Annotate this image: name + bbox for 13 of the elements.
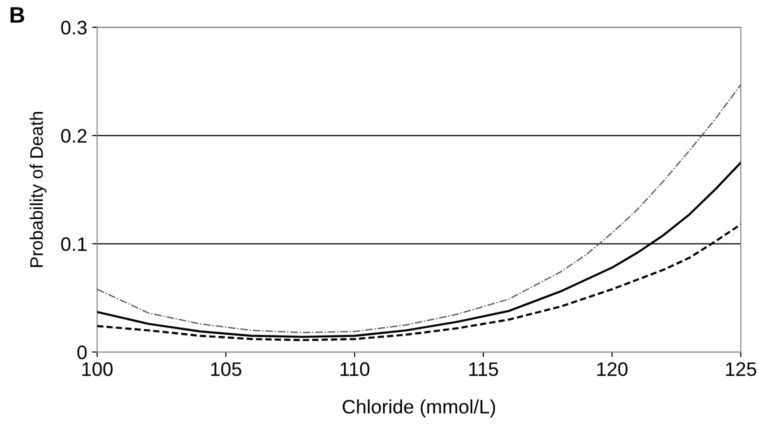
y-tick-label: 0.1 — [61, 237, 86, 252]
x-tick-label: 125 — [726, 362, 756, 376]
x-tick-label: 120 — [597, 362, 628, 376]
x-tick-label: 110 — [340, 362, 370, 376]
y-tick-label: 0.3 — [61, 20, 87, 35]
y-tick-label: 0 — [77, 345, 87, 360]
y-axis-title: Probability of Death — [30, 112, 47, 267]
x-tick-label: 100 — [82, 362, 113, 376]
text: B — [10, 7, 24, 23]
x-axis-title: Chloride (mmol/L) — [342, 399, 496, 418]
x-tick-label: 115 — [469, 362, 498, 376]
y-tick-label: 0.2 — [61, 128, 86, 143]
x-tick-label: 105 — [211, 362, 242, 376]
